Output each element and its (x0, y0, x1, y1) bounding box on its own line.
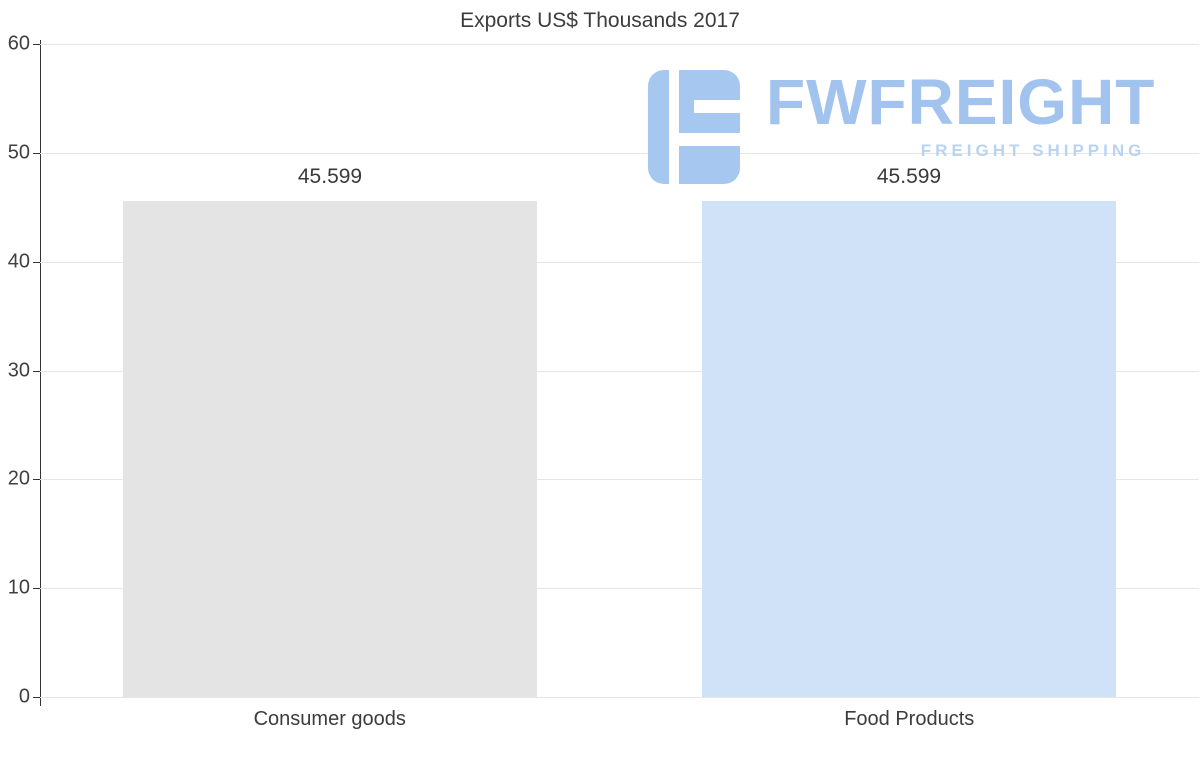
gridline (40, 370, 1199, 372)
y-tick-mark (33, 44, 40, 45)
y-tick-label: 0 (18, 685, 30, 708)
plot-area: FWFREIGHT FREIGHT SHIPPING 45.599 45.599 (40, 44, 1199, 698)
chart-title: Exports US$ Thousands 2017 (460, 9, 740, 32)
y-tick-label: 20 (7, 467, 30, 490)
gridline (40, 479, 1199, 481)
bar-value-label: 45.599 (297, 164, 363, 188)
y-tick-mark (33, 261, 40, 263)
y-tick-mark (33, 152, 40, 154)
y-tick-mark (33, 588, 40, 590)
gridline (40, 261, 1199, 263)
y-axis-ticks (33, 44, 40, 704)
bar-value-label: 45.599 (876, 164, 942, 188)
y-tick-mark (33, 370, 40, 372)
y-tick-label: 60 (7, 32, 30, 55)
category-label: Food Products (844, 708, 975, 730)
y-tick-label: 10 (7, 576, 30, 599)
watermark-text-block: FWFREIGHT FREIGHT SHIPPING (766, 70, 1155, 161)
y-tick-label: 40 (7, 250, 30, 273)
y-tick-label: 30 (7, 359, 30, 381)
bar-consumer-goods[interactable] (123, 200, 537, 697)
y-tick-mark (33, 479, 40, 481)
y-tick-label: 50 (7, 141, 30, 164)
gridline (40, 44, 1199, 45)
category-label: Consumer goods (253, 708, 406, 730)
gridline (40, 152, 1199, 154)
watermark-tagline-text: FREIGHT SHIPPING (920, 141, 1146, 160)
x-axis-labels: Consumer goods Food Products (40, 706, 1199, 738)
bar-food-products[interactable] (702, 200, 1116, 697)
watermark-brand-text: FWFREIGHT (766, 66, 1156, 138)
y-tick-mark (33, 697, 40, 698)
y-axis-line (40, 40, 41, 706)
y-axis-labels: 0 10 20 30 40 50 60 (0, 33, 33, 708)
gridline (40, 697, 1199, 698)
gridline (40, 588, 1199, 590)
